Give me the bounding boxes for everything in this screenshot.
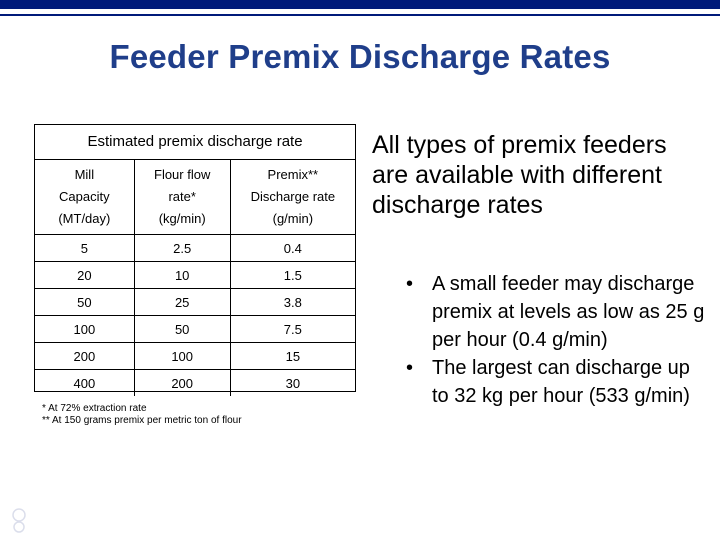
table-cell: 50 <box>133 315 231 343</box>
table-cell: 3.8 <box>229 288 355 316</box>
table-cell: 100 <box>133 342 231 370</box>
header-text: rate* <box>168 189 196 204</box>
header-mill-capacity: Mill Capacity (MT/day) <box>35 160 135 235</box>
table-cell: 15 <box>229 342 355 370</box>
table-cell: 200 <box>35 342 135 370</box>
bullet-icon: • <box>406 357 414 379</box>
header-text: (MT/day) <box>58 211 111 226</box>
rates-table-grid: Mill Capacity (MT/day) Flour flow rate* … <box>35 160 355 396</box>
table-cell: 50 <box>35 288 135 316</box>
header-text: Discharge rate <box>250 189 336 204</box>
table-row: 50 25 3.8 <box>35 288 355 316</box>
header-text: (g/min) <box>272 211 314 226</box>
table-caption: Estimated premix discharge rate <box>35 125 355 160</box>
top-accent-line <box>0 14 720 16</box>
table-cell: 7.5 <box>229 315 355 343</box>
header-text: Flour flow <box>154 167 211 182</box>
footnote-premix-dosage: ** At 150 grams premix per metric ton of… <box>42 415 242 426</box>
faint-logo-icon <box>12 508 26 533</box>
header-premix-discharge: Premix** Discharge rate (g/min) <box>229 160 355 235</box>
header-text: Mill <box>74 167 95 182</box>
table-row: 200 100 15 <box>35 342 355 370</box>
header-flour-flow: Flour flow rate* (kg/min) <box>133 160 231 235</box>
table-row: 400 200 30 <box>35 369 355 396</box>
table-cell: 2.5 <box>133 234 231 262</box>
table-cell: 10 <box>133 261 231 289</box>
top-accent-bar <box>0 0 720 9</box>
table-cell: 0.4 <box>229 234 355 262</box>
main-statement: All types of premix feeders are availabl… <box>372 131 667 219</box>
table-cell: 400 <box>35 369 135 396</box>
table-row: 100 50 7.5 <box>35 315 355 343</box>
table-cell: 1.5 <box>229 261 355 289</box>
table-cell: 100 <box>35 315 135 343</box>
table-cell: 25 <box>133 288 231 316</box>
table-cell: 20 <box>35 261 135 289</box>
bullet-list: • A small feeder may discharge premix at… <box>406 270 706 410</box>
table-row: 5 2.5 0.4 <box>35 234 355 262</box>
table-cell: 200 <box>133 369 231 396</box>
header-text: (kg/min) <box>158 211 206 226</box>
bullet-largest-feeder: • The largest can discharge up to 32 kg … <box>406 354 706 410</box>
table-footnotes: * At 72% extraction rate ** At 150 grams… <box>42 403 242 427</box>
slide-title: Feeder Premix Discharge Rates <box>109 38 611 75</box>
bullet-text: The largest can discharge up to 32 kg pe… <box>432 357 690 407</box>
bullet-text: A small feeder may discharge premix at l… <box>432 273 705 351</box>
header-text: Premix** <box>267 167 319 182</box>
header-text: Capacity <box>59 189 110 204</box>
discharge-rate-table: Estimated premix discharge rate Mill Cap… <box>34 124 356 396</box>
table-cell: 5 <box>35 234 135 262</box>
table-row: 20 10 1.5 <box>35 261 355 289</box>
table-header-row: Mill Capacity (MT/day) Flour flow rate* … <box>35 160 355 235</box>
table-cell: 30 <box>229 369 355 396</box>
footnote-extraction: * At 72% extraction rate <box>42 403 147 414</box>
bullet-small-feeder: • A small feeder may discharge premix at… <box>406 270 706 354</box>
bullet-icon: • <box>406 273 414 295</box>
